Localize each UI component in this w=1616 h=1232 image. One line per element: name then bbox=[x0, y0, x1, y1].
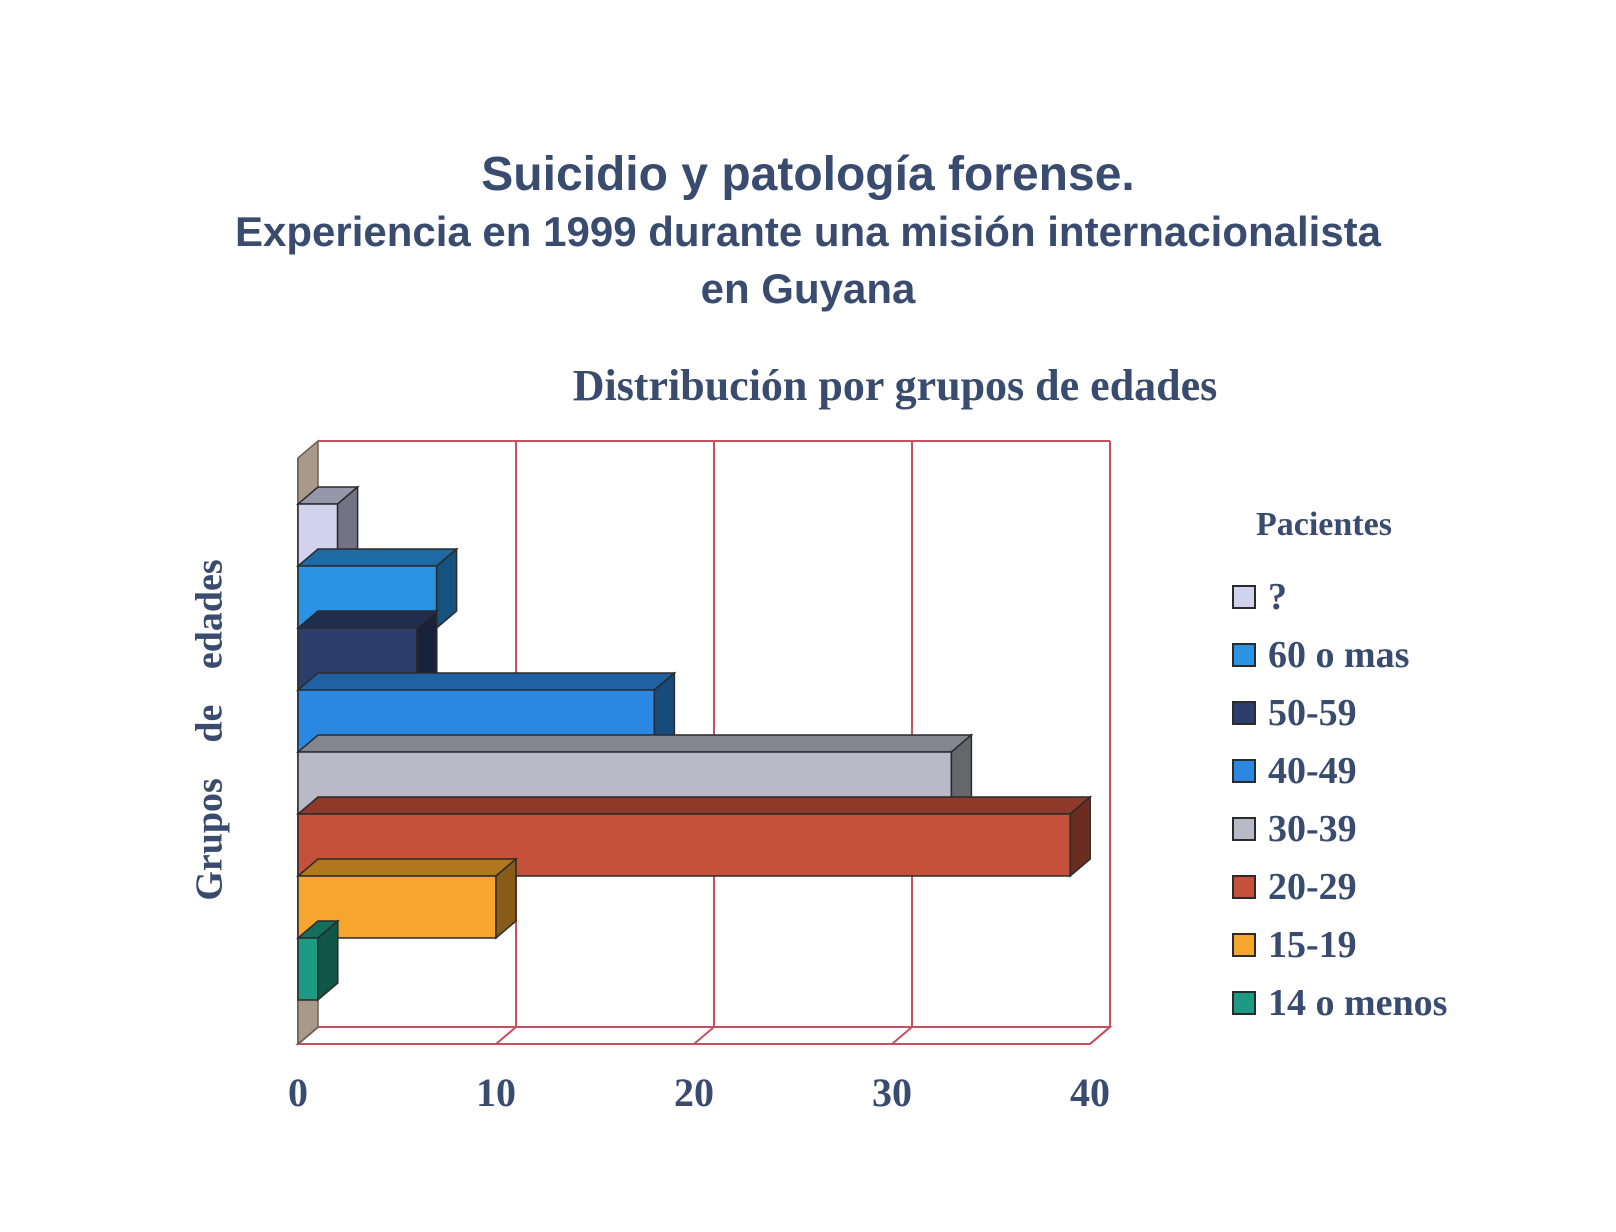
legend-swatch-30-39 bbox=[1232, 817, 1256, 841]
bar-end-14-o-menos bbox=[317, 919, 339, 1002]
legend-item-20-29: 20-29 bbox=[1232, 858, 1572, 916]
legend-item-60-o-mas: 60 o mas bbox=[1232, 626, 1572, 684]
slide-title: Suicidio y patología forense. Experienci… bbox=[0, 146, 1616, 318]
legend-title: Pacientes bbox=[1256, 506, 1392, 543]
legend-label-60-o-mas: 60 o mas bbox=[1268, 634, 1410, 676]
legend-label-15-19: 15-19 bbox=[1268, 924, 1357, 966]
bar-top-60-o-mas bbox=[295, 548, 459, 567]
x-tick-label-40: 40 bbox=[1070, 1070, 1110, 1115]
legend-swatch-50-59 bbox=[1232, 701, 1256, 725]
legend-item-14-o-menos: 14 o menos bbox=[1232, 974, 1572, 1032]
legend-swatch-15-19 bbox=[1232, 933, 1256, 957]
title-line-3: en Guyana bbox=[700, 265, 916, 312]
title-line-2: Experiencia en 1999 durante una misión i… bbox=[234, 208, 1382, 255]
x-tick-label-30: 30 bbox=[872, 1070, 912, 1115]
legend-item-15-19: 15-19 bbox=[1232, 916, 1572, 974]
x-tick-label-0: 0 bbox=[288, 1070, 308, 1115]
legend-item-30-39: 30-39 bbox=[1232, 800, 1572, 858]
legend-items: ? 60 o mas 50-59 40-49 30-39 20-29 15-19 14 o m… bbox=[1232, 568, 1572, 1032]
x-tick-label-10: 10 bbox=[476, 1070, 516, 1115]
legend-item-50-59: 50-59 bbox=[1232, 684, 1572, 742]
chart-title: Distribución por grupos de edades bbox=[572, 361, 1218, 410]
legend-label-40-49: 40-49 bbox=[1268, 750, 1357, 792]
legend-label-30-39: 30-39 bbox=[1268, 808, 1357, 850]
legend-swatch-20-29 bbox=[1232, 875, 1256, 899]
bar-top-40-49 bbox=[295, 672, 677, 691]
bar-14-o-menos bbox=[297, 937, 319, 1001]
floor-tick-20 bbox=[693, 1026, 715, 1045]
legend-label-50-59: 50-59 bbox=[1268, 692, 1357, 734]
legend-swatch-unknown bbox=[1232, 585, 1256, 609]
floor-tick-10 bbox=[495, 1026, 517, 1045]
bar-end-60-o-mas bbox=[435, 547, 458, 630]
bar-top-30-39 bbox=[295, 734, 974, 753]
floor-tick-40 bbox=[1089, 1026, 1111, 1045]
bar-end-15-19 bbox=[495, 857, 517, 940]
legend-label-20-29: 20-29 bbox=[1268, 866, 1357, 908]
legend-label-unknown: ? bbox=[1268, 576, 1287, 618]
legend-item-unknown: ? bbox=[1232, 568, 1572, 626]
bar-top-15-19 bbox=[295, 858, 519, 877]
legend-swatch-40-49 bbox=[1232, 759, 1256, 783]
x-tick-label-20: 20 bbox=[674, 1070, 714, 1115]
bar-end-20-29 bbox=[1069, 795, 1091, 878]
legend-label-14-o-menos: 14 o menos bbox=[1268, 982, 1448, 1024]
title-line-1: Suicidio y patología forense. bbox=[481, 148, 1135, 201]
floor-tick-30 bbox=[891, 1026, 913, 1045]
legend: Pacientes ? 60 o mas 50-59 40-49 30-39 20-29 1… bbox=[1232, 506, 1572, 1032]
legend-item-40-49: 40-49 bbox=[1232, 742, 1572, 800]
legend-swatch-60-o-mas bbox=[1232, 643, 1256, 667]
legend-swatch-14-o-menos bbox=[1232, 991, 1256, 1015]
bar-top-20-29 bbox=[295, 796, 1093, 815]
bar-top-50-59 bbox=[295, 610, 439, 629]
